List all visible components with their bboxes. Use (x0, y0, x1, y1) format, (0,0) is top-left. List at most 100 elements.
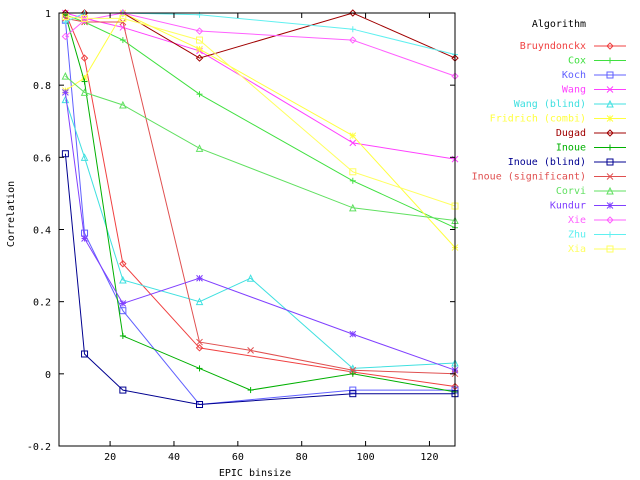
y-axis-label: Correlation (6, 181, 17, 247)
data-point (349, 390, 357, 398)
legend-label: Xia (568, 244, 586, 255)
data-point (196, 338, 203, 346)
x-tick-label: 60 (232, 452, 244, 463)
legend-label: Kundur (550, 201, 586, 212)
legend: Algorithm Bruyndonckx Cox Koch Wang Wang (bl… (472, 19, 626, 255)
series-line (64, 92, 456, 371)
x-tick-label: 100 (357, 452, 375, 463)
data-point (606, 158, 614, 166)
data-point (607, 144, 613, 151)
y-tick-label: 0.4 (33, 226, 51, 237)
legend-label: Corvi (556, 186, 586, 197)
data-point (606, 186, 614, 195)
y-tick-label: 1 (45, 9, 51, 20)
data-point (349, 330, 357, 338)
data-point (119, 14, 127, 22)
legend-label: Inoue (blind) (508, 157, 586, 168)
data-point (61, 13, 69, 21)
legend-entry: Bruyndonckx (520, 41, 626, 52)
data-point (119, 332, 126, 339)
data-point (606, 216, 614, 224)
data-point (80, 153, 89, 161)
data-point (81, 14, 89, 22)
data-point (349, 366, 357, 374)
data-point (348, 203, 357, 212)
data-point (606, 71, 614, 79)
data-point (349, 370, 356, 377)
x-tick-label: 80 (296, 452, 308, 463)
data-point (61, 150, 69, 158)
data-point (196, 401, 204, 409)
data-point (349, 177, 356, 184)
legend-entry: Xie (568, 215, 626, 226)
series-line (64, 12, 456, 387)
legend-label: Fridrich (combi) (490, 114, 586, 125)
y-tick-label: 0.6 (33, 153, 51, 164)
legend-entry: Fridrich (combi) (490, 114, 626, 125)
series-7 (62, 11, 458, 395)
series-line (64, 153, 455, 406)
data-point (80, 88, 89, 96)
data-point (119, 37, 126, 44)
legend-label: Inoue (556, 143, 586, 154)
series-10 (61, 72, 459, 224)
data-point (196, 36, 204, 44)
data-point (80, 16, 89, 24)
series-line (64, 20, 455, 406)
data-point (61, 32, 70, 41)
data-point (196, 274, 203, 282)
legend-title: Algorithm (532, 19, 586, 30)
data-point (119, 18, 127, 26)
data-point (607, 231, 613, 238)
data-point (606, 99, 614, 108)
data-point (349, 139, 357, 147)
data-point (81, 74, 88, 82)
legend-label: Inoue (significant) (472, 172, 586, 183)
series-line (64, 14, 456, 393)
series-9 (62, 15, 459, 378)
data-point (119, 386, 127, 394)
legend-entry: Inoue (556, 143, 626, 154)
legend-label: Xie (568, 215, 586, 226)
plot-area (61, 9, 459, 409)
legend-entry: Inoue (blind) (508, 157, 626, 168)
data-point (247, 387, 254, 394)
data-point (349, 386, 357, 394)
series-line (65, 12, 456, 55)
data-point (349, 26, 356, 33)
legend-entry: Zhu (568, 230, 626, 241)
data-point (606, 42, 614, 50)
series-line (65, 75, 456, 221)
data-point (119, 307, 127, 315)
legend-entry: Wang (blind) (514, 99, 626, 110)
series-0 (61, 9, 459, 391)
data-point (247, 347, 254, 354)
data-point (606, 202, 614, 209)
data-point (196, 45, 203, 53)
data-point (196, 365, 203, 372)
data-point (196, 91, 203, 98)
series-line (65, 12, 456, 77)
axes: 20 40 60 80 100 120 -0.2 0 0.2 0.4 0.6 0.8 1 (27, 9, 456, 463)
data-point (81, 235, 88, 242)
series-1 (62, 11, 458, 231)
series-line (64, 99, 456, 369)
legend-label: Koch (562, 70, 586, 81)
data-point (607, 57, 613, 64)
data-point (195, 144, 204, 152)
data-point (195, 297, 204, 306)
series-line (65, 17, 456, 375)
data-point (606, 173, 614, 180)
legend-label: Zhu (568, 230, 586, 241)
data-point (119, 260, 127, 268)
legend-entry: Kundur (550, 201, 626, 212)
series-line (65, 16, 456, 207)
y-tick-label: 0 (45, 370, 51, 381)
data-point (606, 86, 614, 93)
data-point (606, 245, 614, 253)
y-tick-label: 0.8 (33, 81, 51, 92)
series-line (65, 12, 456, 59)
series-8 (61, 150, 459, 409)
data-point (349, 168, 357, 176)
data-point (349, 132, 357, 140)
